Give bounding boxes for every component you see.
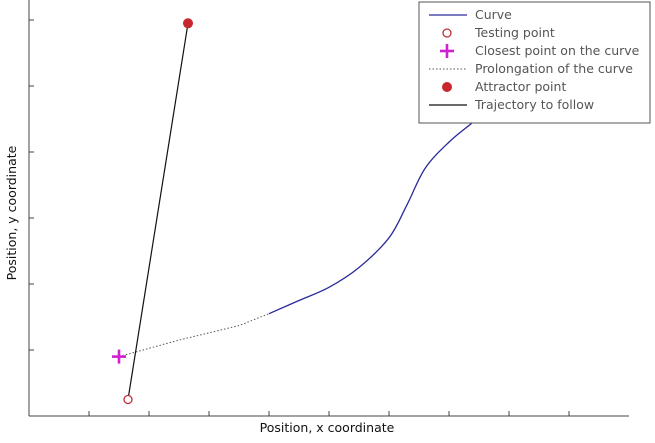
- y-axis-label: Position, y coordinate: [4, 145, 19, 280]
- testing-point-marker: [123, 394, 133, 405]
- curve-series: [268, 121, 474, 315]
- prolongation-series: [118, 313, 270, 358]
- axes-layer: [28, 0, 629, 417]
- trajectory-series: [127, 23, 189, 400]
- legend-swatch-attractor_point: [442, 82, 452, 92]
- legend-label-trajectory: Trajectory to follow: [474, 97, 594, 112]
- legend-box: [418, 1, 651, 124]
- legend-label-attractor_point: Attractor point: [475, 79, 566, 94]
- legend-label-prolongation: Prolongation of the curve: [475, 61, 633, 76]
- legend-swatch-closest_point: [440, 44, 454, 58]
- legend-label-curve: Curve: [475, 7, 512, 22]
- legend-label-testing_point: Testing point: [474, 25, 555, 40]
- legend-label-closest_point: Closest point on the curve: [475, 43, 640, 58]
- plot-layer: [112, 18, 474, 405]
- legend: Curve Testing point Closest point on the c…: [418, 1, 651, 124]
- closest-point-marker: [112, 349, 126, 364]
- attractor-point-marker: [183, 18, 193, 29]
- legend-swatch-testing_point: [442, 28, 452, 38]
- x-axis-label: Position, x coordinate: [260, 420, 395, 435]
